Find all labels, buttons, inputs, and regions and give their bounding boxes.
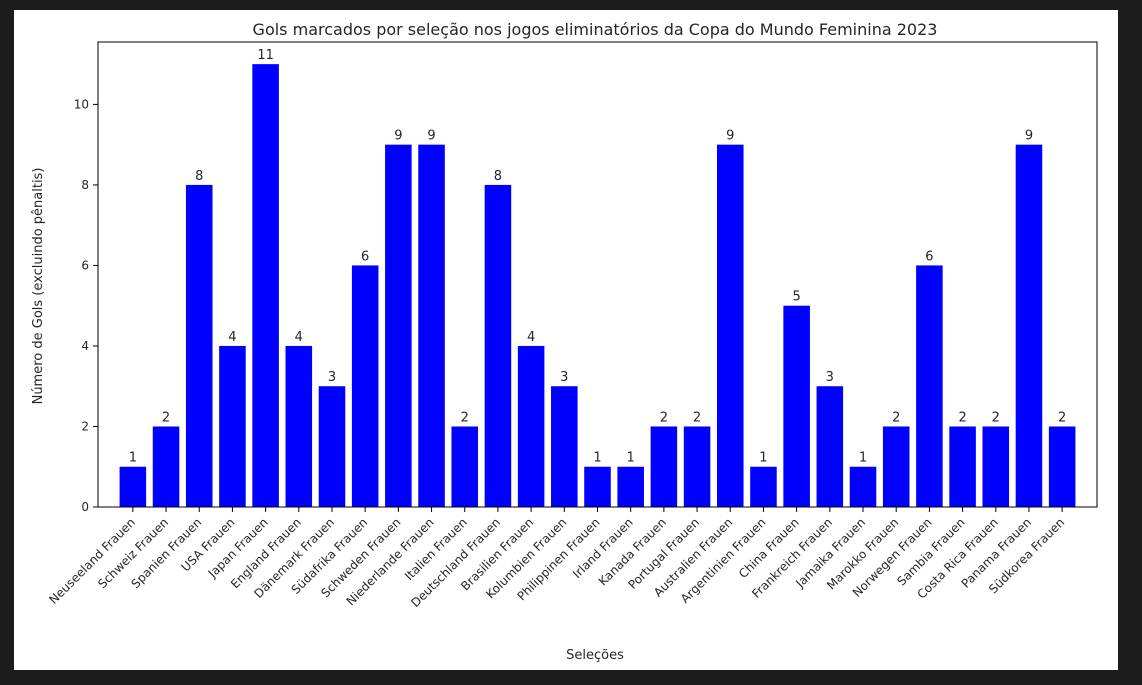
bar-value-label: 2 [992, 410, 1000, 425]
bar-value-label: 2 [892, 410, 900, 425]
bar-value-label: 2 [461, 410, 469, 425]
bar [484, 184, 512, 508]
bar [783, 305, 810, 507]
plot-frame [97, 41, 1098, 508]
y-tick-label: 10 [74, 97, 89, 111]
bar [219, 345, 246, 507]
bar [949, 426, 976, 507]
bar-value-label: 1 [859, 451, 867, 466]
y-tick-label: 6 [81, 258, 89, 272]
bar [650, 426, 678, 507]
bar [683, 426, 711, 507]
y-axis-label: Número de Gols (excluindo pênaltis) [31, 168, 46, 405]
bar-value-label: 9 [726, 129, 734, 144]
bar-value-label: 2 [958, 410, 966, 425]
bar-value-label: 1 [129, 451, 137, 466]
bar [517, 345, 545, 507]
bar-value-label: 6 [361, 249, 369, 264]
figure-canvas: Gols marcados por seleção nos jogos elim… [14, 10, 1118, 670]
y-axis: 0 2 4 6 8 10 [74, 97, 98, 514]
bar-value-label: 2 [1058, 410, 1066, 425]
bar-value-label: 9 [394, 129, 402, 144]
bar-value-label: 4 [527, 330, 535, 345]
bar [351, 265, 379, 507]
bar [285, 345, 313, 507]
bar [451, 426, 479, 507]
bar-value-label: 1 [627, 451, 635, 466]
bar-value-label: 3 [328, 370, 336, 385]
bar-value-label: 9 [427, 129, 435, 144]
bar [551, 386, 578, 507]
bar-value-label: 1 [759, 451, 767, 466]
chart-title: Gols marcados por seleção nos jogos elim… [253, 20, 938, 39]
bar [185, 184, 213, 508]
bar [318, 386, 346, 507]
bar [418, 144, 445, 507]
bar [916, 265, 943, 507]
bar-value-label: 2 [660, 410, 668, 425]
bar-value-label: 4 [228, 330, 236, 345]
y-tick-label: 0 [81, 500, 89, 514]
bar-value-label: 5 [792, 290, 800, 305]
bar [1015, 144, 1043, 507]
bar-value-label: 3 [826, 370, 834, 385]
bar [1048, 426, 1076, 507]
bar-value-label: 4 [295, 330, 303, 345]
bar [119, 466, 147, 507]
bar-chart: Gols marcados por seleção nos jogos elim… [31, 20, 1098, 663]
bar [849, 466, 877, 507]
bar [385, 144, 412, 507]
bar [252, 64, 279, 507]
y-tick-label: 4 [81, 339, 89, 353]
bar-value-label: 8 [494, 169, 502, 184]
bar-value-label: 2 [162, 410, 170, 425]
bar [750, 466, 777, 507]
bar [617, 466, 644, 507]
bar [584, 466, 611, 507]
bar-value-label: 11 [257, 48, 274, 63]
bar [882, 426, 910, 507]
bar [816, 386, 844, 507]
y-tick-label: 8 [81, 178, 89, 192]
y-tick-label: 2 [81, 419, 89, 433]
bar [982, 426, 1010, 507]
bar-value-label: 8 [195, 169, 203, 184]
bar-value-label: 3 [560, 370, 568, 385]
bar-value-label: 9 [1025, 129, 1033, 144]
bars-group [119, 64, 1076, 508]
bar [716, 144, 744, 507]
bar [152, 426, 180, 507]
bar-value-label: 2 [693, 410, 701, 425]
bar-value-label: 6 [925, 249, 933, 264]
bar-value-label: 1 [593, 451, 601, 466]
x-axis-label: Seleções [566, 648, 624, 663]
